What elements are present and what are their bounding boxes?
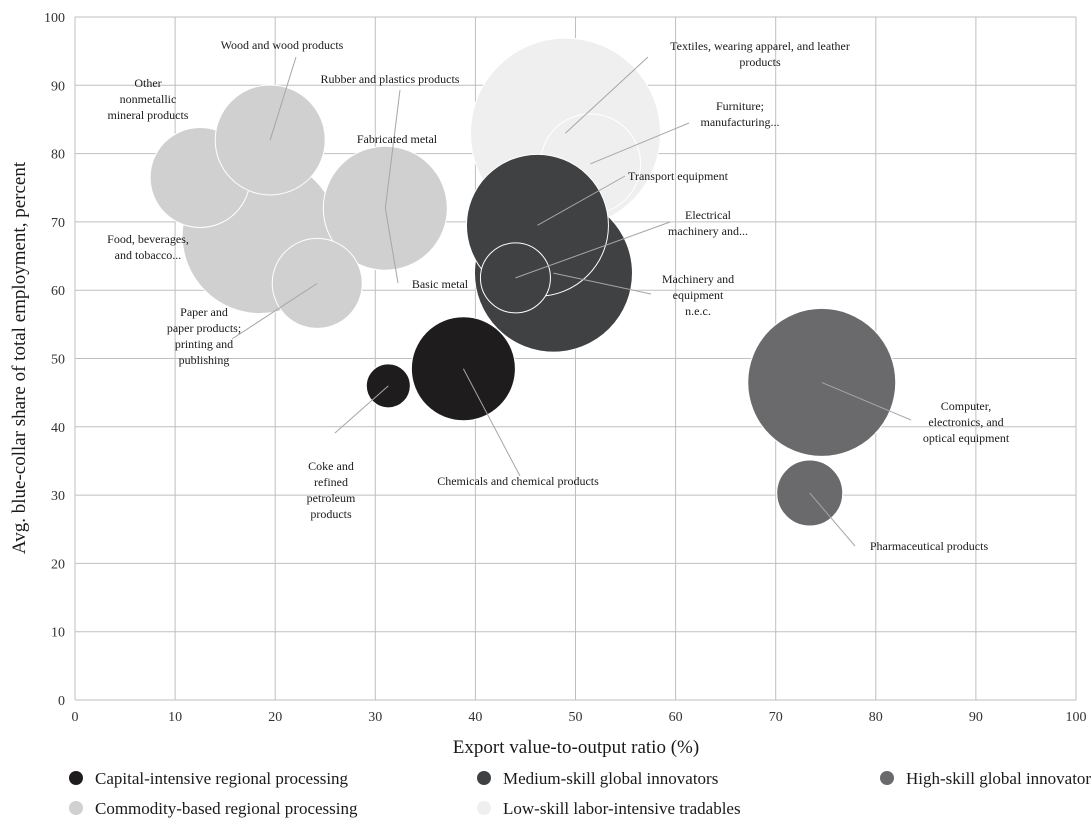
y-tick-label: 90: [51, 79, 65, 94]
legend-swatch: [69, 801, 83, 815]
y-tick-label: 10: [51, 626, 65, 641]
bubbles: [149, 37, 897, 527]
y-axis-title: Avg. blue-collar share of total employme…: [9, 161, 30, 554]
bubble-labels: Textiles, wearing apparel, and leather pr…: [107, 38, 1010, 553]
legend-item-capital: Capital-intensive regional processing: [69, 769, 349, 788]
y-tick-label: 60: [51, 284, 65, 299]
bubble-label: Fabricated metal: [357, 132, 438, 146]
legend-swatch: [880, 771, 894, 785]
leader-line: [821, 381, 912, 421]
x-tick-label: 20: [268, 710, 282, 725]
bubble-label: Electrical machinery and...: [668, 208, 748, 238]
legend-item-high: High-skill global innovators: [880, 769, 1091, 788]
bubble-label: Pharmaceutical products: [870, 539, 989, 553]
bubble-label: Furniture; manufacturing...: [701, 99, 780, 129]
x-tick-label: 100: [1066, 710, 1087, 725]
leader-line: [553, 272, 652, 295]
y-tick-label: 80: [51, 148, 65, 163]
legend-label: Commodity-based regional processing: [95, 799, 358, 818]
leader-line: [269, 56, 297, 141]
x-tick-label: 10: [168, 710, 182, 725]
legend-swatch: [477, 771, 491, 785]
y-tick-label: 20: [51, 557, 65, 572]
leader-lines: [231, 56, 912, 547]
leader-line: [537, 175, 626, 226]
legend-label: Low-skill labor-intensive tradables: [503, 799, 741, 818]
leader-line: [384, 208, 399, 284]
leader-line: [384, 89, 401, 209]
bubble-label: Basic metal: [412, 277, 469, 291]
x-tick-label: 50: [569, 710, 583, 725]
bubble-label: Other nonmetallic mineral products: [108, 76, 189, 122]
bubble-label: Paper and paper products; printing and publ…: [167, 305, 241, 367]
y-tick-label: 0: [58, 694, 65, 709]
x-tick-label: 0: [72, 710, 79, 725]
bubble-label: Food, beverages, and tobacco...: [107, 232, 189, 262]
legend-item-commodity: Commodity-based regional processing: [69, 799, 358, 818]
legend-label: High-skill global innovators: [906, 769, 1091, 788]
legend-label: Medium-skill global innovators: [503, 769, 718, 788]
legend-swatch: [69, 771, 83, 785]
bubble-label: Textiles, wearing apparel, and leather pr…: [670, 39, 850, 69]
legend: Capital-intensive regional processing Med…: [69, 769, 1091, 818]
leader-line: [590, 122, 690, 165]
legend-swatch: [477, 801, 491, 815]
y-tick-label: 30: [51, 489, 65, 504]
bubble-label: Transport equipment: [628, 169, 729, 183]
bubble-label: Coke and refined petroleum products: [307, 459, 356, 521]
x-tick-label: 40: [468, 710, 482, 725]
x-tick-label: 70: [769, 710, 783, 725]
x-axis-title: Export value-to-output ratio (%): [453, 737, 699, 758]
y-tick-label: 100: [44, 11, 65, 26]
legend-item-lowskill: Low-skill labor-intensive tradables: [477, 799, 741, 818]
x-tick-label: 60: [669, 710, 683, 725]
leader-line: [565, 56, 649, 134]
bubble-label: Wood and wood products: [221, 38, 344, 52]
axis-ticks: 0 10 20 30 40 50 60 70 80 90 100 0 10 20 30 40 50 60 70 80 9…: [44, 11, 1087, 725]
y-tick-label: 40: [51, 421, 65, 436]
leader-line: [809, 492, 856, 547]
leader-line: [462, 368, 521, 477]
bubble-label: Machinery and equipment n.e.c.: [662, 272, 734, 318]
leader-line: [515, 221, 671, 279]
leader-line: [334, 385, 389, 434]
bubble-label: Chemicals and chemical products: [437, 474, 599, 488]
legend-label: Capital-intensive regional processing: [95, 769, 349, 788]
bubble-label: Rubber and plastics products: [321, 72, 460, 86]
x-tick-label: 30: [368, 710, 382, 725]
legend-item-medium: Medium-skill global innovators: [477, 769, 718, 788]
x-tick-label: 90: [969, 710, 983, 725]
leader-line: [231, 282, 318, 340]
y-tick-label: 50: [51, 353, 65, 368]
x-tick-label: 80: [869, 710, 883, 725]
bubble-label: Computer, electronics, and optical equipme…: [923, 399, 1010, 445]
y-tick-label: 70: [51, 216, 65, 231]
